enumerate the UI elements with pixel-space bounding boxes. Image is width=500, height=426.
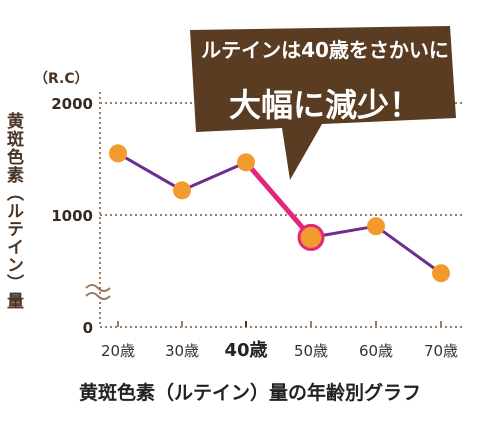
data-point-highlight-4: [297, 223, 325, 251]
line-segment-2: [180, 160, 248, 192]
x-tick-label-1: 20歳: [101, 342, 135, 360]
callout-text-line2: 大幅に減少！: [228, 86, 421, 124]
data-point-6: [432, 264, 450, 283]
y-tick-labels: 0 1000 2000: [51, 95, 93, 337]
callout-bubble-shape: [190, 26, 456, 180]
callout-bubble: [190, 26, 456, 180]
data-point-5: [367, 217, 385, 236]
x-tick-label-2: 30歳: [165, 342, 199, 360]
chart-caption: 黄斑色素（ルテイン）量の年齢別グラフ: [78, 382, 421, 404]
x-tick-label-5: 60歳: [359, 342, 393, 360]
y-tick-label-0: 0: [83, 319, 93, 337]
line-segment-5: [374, 224, 443, 275]
x-tick-label-6: 70歳: [424, 342, 458, 360]
y-tick-label-1000: 1000: [51, 207, 93, 225]
x-tick-labels: 20歳 30歳 40歳 50歳 60歳 70歳: [101, 321, 458, 361]
data-point-2: [173, 181, 191, 200]
callout-text-line1: ルテインは40歳をさかいに: [201, 38, 449, 62]
y-axis-label: 黄斑色素（ルテイン）量: [3, 112, 23, 310]
x-tick-label-4: 50歳: [294, 342, 328, 360]
data-point-3: [237, 153, 255, 172]
series-points: [109, 144, 450, 283]
y-tick-label-2000: 2000: [51, 95, 93, 113]
series-lines: [116, 151, 443, 275]
axis-break-mark-2: [85, 292, 111, 300]
axis-break-mark-1: [85, 284, 111, 292]
y-axis-unit: （R.C）: [34, 71, 89, 87]
x-tick-label-3: 40歳: [224, 340, 267, 361]
line-segment-3: [243, 159, 314, 240]
chart-axes: [85, 92, 462, 328]
data-point-1: [109, 144, 127, 163]
line-segment-1: [116, 151, 184, 192]
